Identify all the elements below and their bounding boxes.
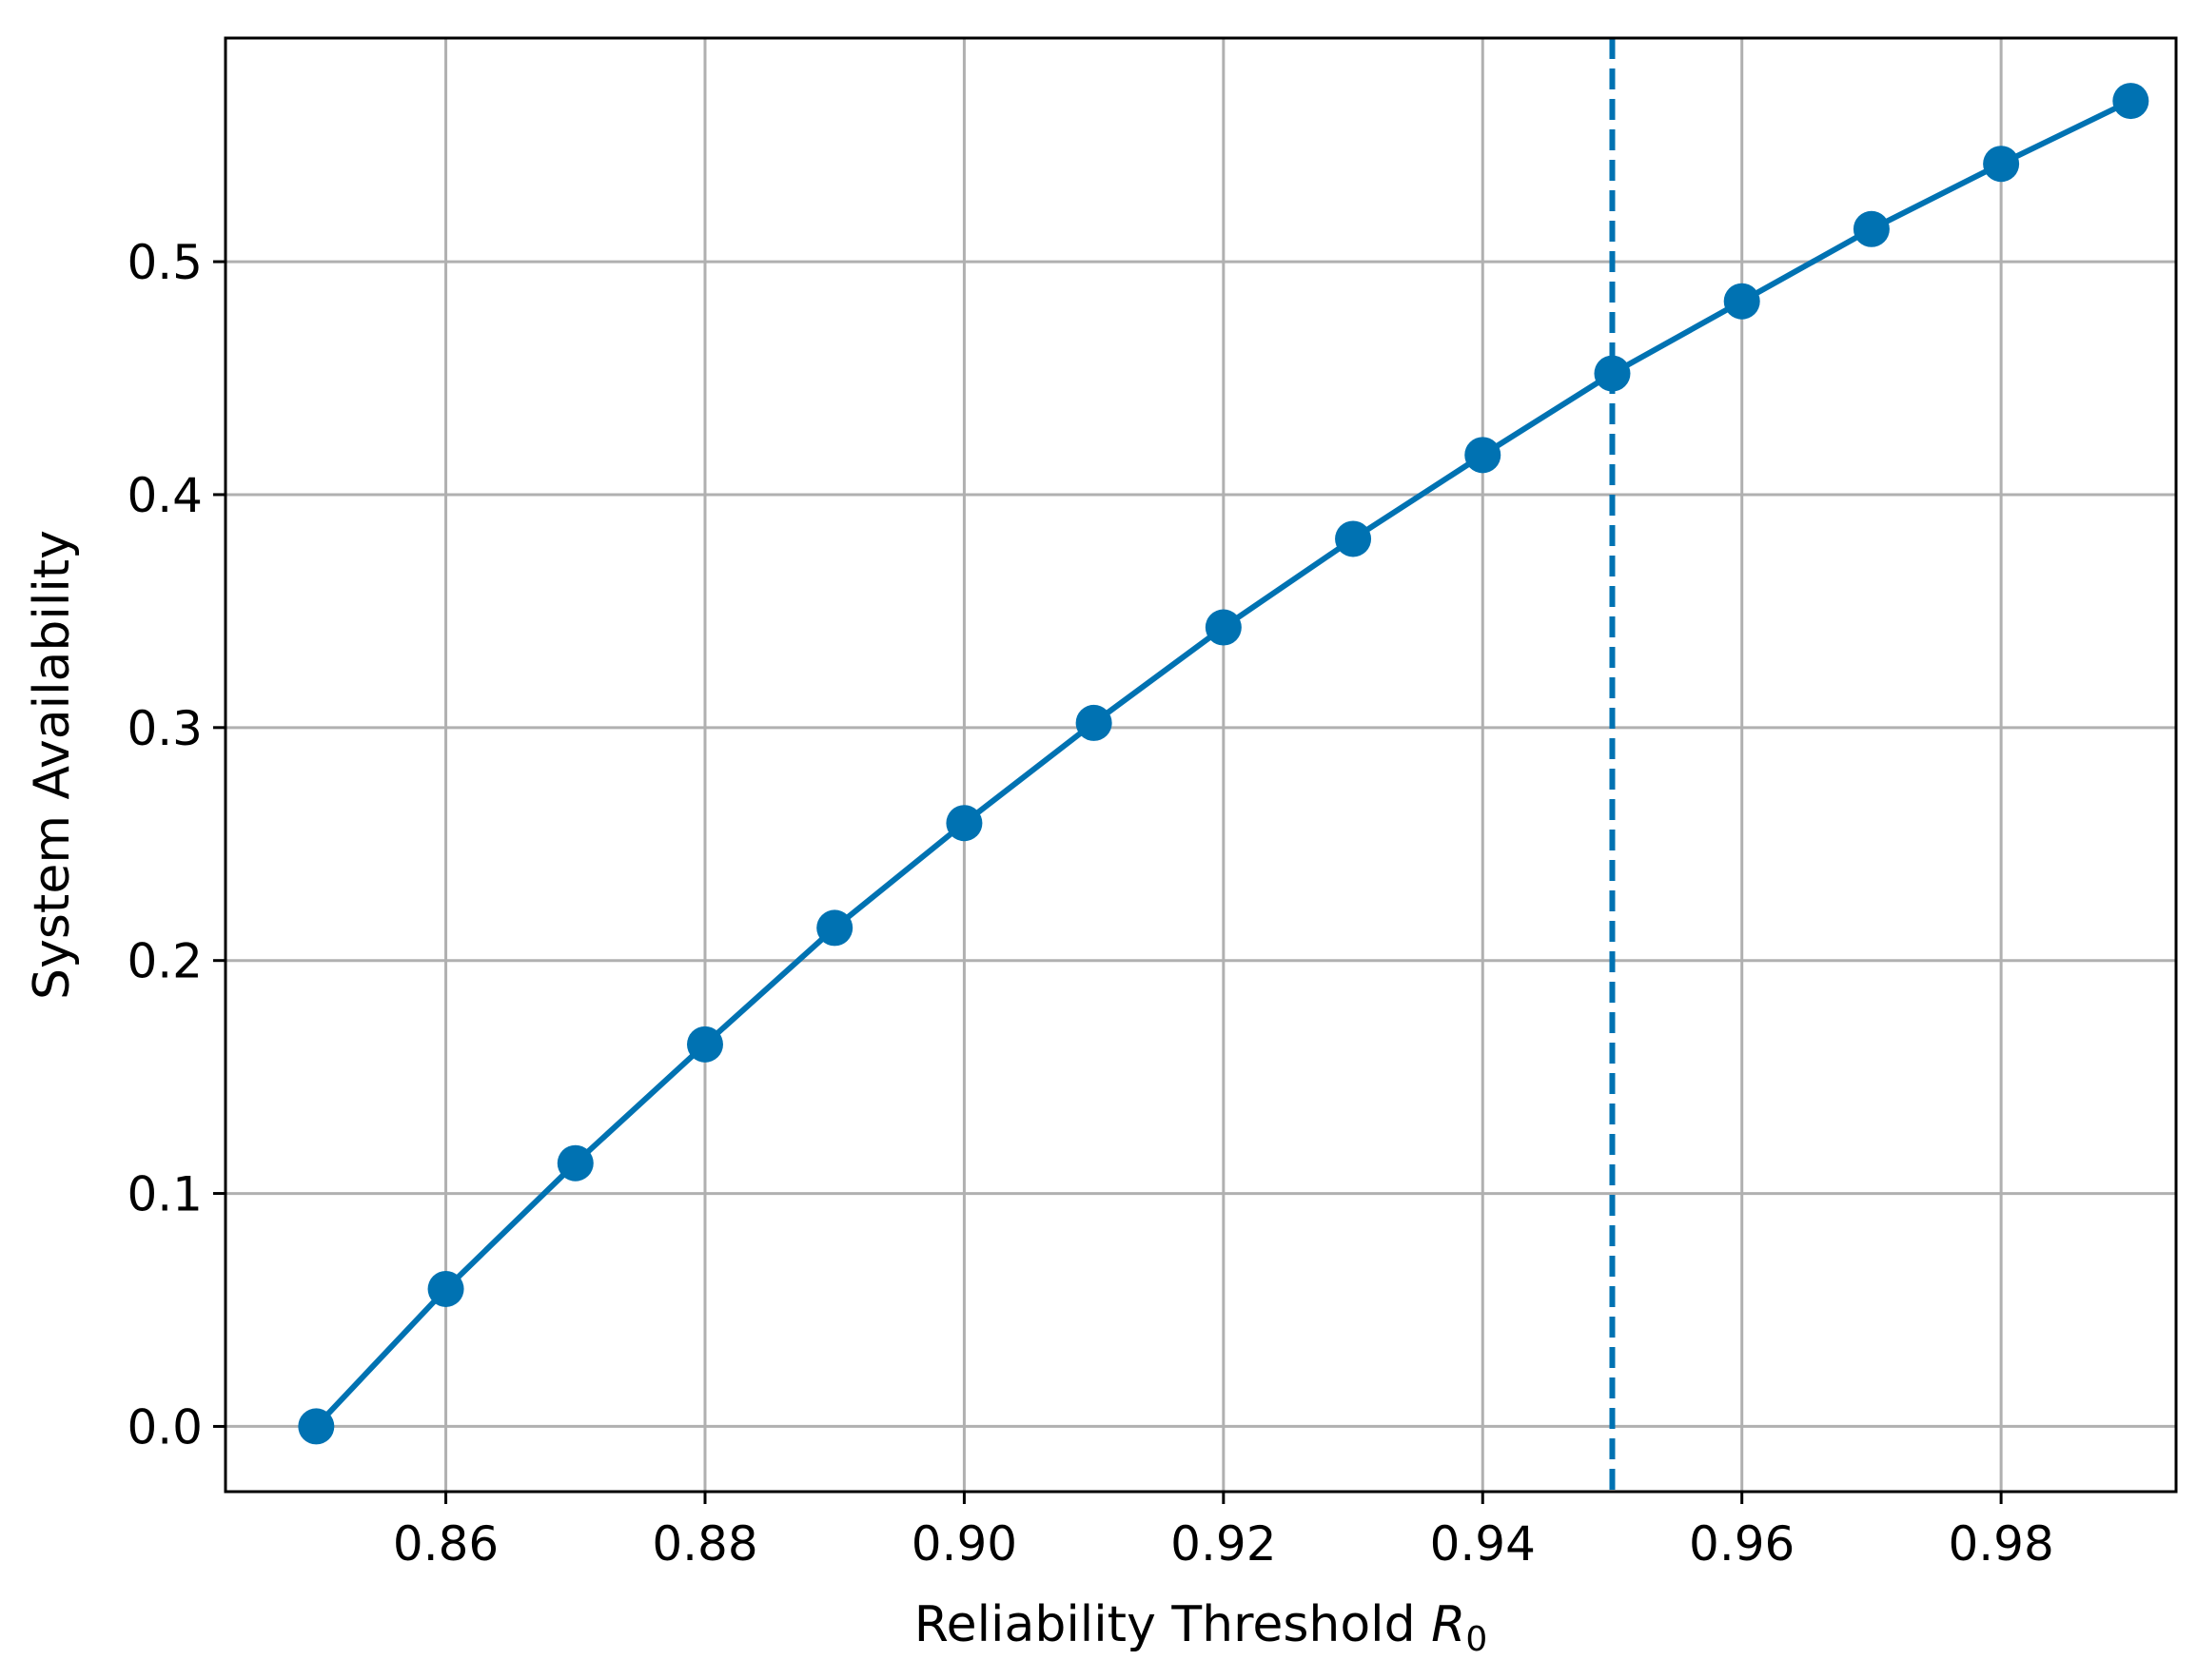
data-point xyxy=(1853,210,1890,247)
data-point xyxy=(427,1270,464,1307)
y-axis-ticks: 0.0 0.1 0.2 0.3 0.4 0.5 xyxy=(127,235,226,1455)
y-tick-label: 0.5 xyxy=(127,235,203,290)
grid xyxy=(226,38,2176,1492)
y-tick-label: 0.0 xyxy=(127,1399,203,1455)
data-point xyxy=(557,1144,594,1182)
data-point xyxy=(298,1408,335,1445)
x-tick-label: 0.94 xyxy=(1430,1516,1536,1572)
x-axis-ticks: 0.86 0.88 0.90 0.92 0.94 0.96 0.98 xyxy=(393,1492,2054,1572)
x-axis-label: Reliability Threshold R0 xyxy=(914,1596,1487,1659)
series-layer xyxy=(298,83,2149,1445)
data-point xyxy=(1723,283,1760,320)
data-point xyxy=(816,909,853,947)
data-point xyxy=(1594,355,1631,392)
data-point xyxy=(2112,83,2149,120)
x-tick-label: 0.86 xyxy=(393,1516,499,1572)
x-tick-label: 0.98 xyxy=(1948,1516,2053,1572)
data-point xyxy=(1335,520,1372,557)
data-point xyxy=(946,805,983,842)
y-tick-label: 0.1 xyxy=(127,1167,203,1222)
y-tick-label: 0.3 xyxy=(127,701,203,756)
data-point xyxy=(1205,609,1242,646)
data-point xyxy=(686,1026,723,1063)
x-tick-label: 0.96 xyxy=(1689,1516,1795,1572)
x-axis-label-symbol: R xyxy=(1431,1596,1465,1653)
y-tick-label: 0.2 xyxy=(127,934,203,989)
x-axis-label-text: Reliability Threshold xyxy=(914,1596,1431,1653)
y-tick-label: 0.4 xyxy=(127,468,203,523)
x-tick-label: 0.92 xyxy=(1170,1516,1276,1572)
data-point xyxy=(1983,146,2020,183)
x-tick-label: 0.88 xyxy=(652,1516,757,1572)
y-axis-label: System Availability xyxy=(24,530,81,1000)
plot-frame xyxy=(224,36,2178,1494)
data-point xyxy=(1464,437,1501,474)
data-point xyxy=(1075,704,1112,741)
x-tick-label: 0.90 xyxy=(912,1516,1017,1572)
x-axis-label-subscript: 0 xyxy=(1465,1620,1487,1659)
